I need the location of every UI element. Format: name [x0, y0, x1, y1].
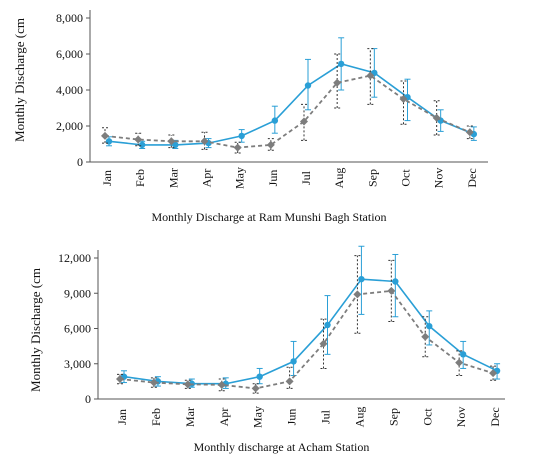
- chart-acham: 0 3,000 6,000 9,000 12,000 Monthly Discharge …: [28, 245, 505, 454]
- data-point: [101, 131, 109, 140]
- data-point: [353, 290, 362, 299]
- x-tick-label: Mar: [183, 407, 197, 427]
- data-point: [183, 380, 192, 389]
- data-point: [138, 141, 146, 149]
- data-point: [256, 373, 263, 380]
- x-tick-label: Jul: [319, 409, 333, 424]
- y-tick-label: 3,000: [64, 357, 91, 371]
- data-point: [134, 135, 143, 144]
- series-line: [119, 289, 494, 390]
- y-tick-label: 12,000: [58, 251, 91, 265]
- data-point: [465, 128, 474, 137]
- x-tick-label: Dec: [488, 407, 502, 426]
- data-point: [392, 278, 399, 285]
- x-tick-label: Jul: [299, 170, 313, 185]
- y-tick-label: 9,000: [64, 286, 91, 300]
- data-point: [271, 117, 279, 124]
- x-tick-label: Nov: [432, 168, 446, 189]
- data-point: [300, 117, 308, 126]
- y-tick-label: 8,000: [56, 11, 83, 25]
- data-point: [233, 143, 242, 152]
- chart-caption: Monthly Discharge at Ram Munshi Bagh Sta…: [151, 210, 386, 224]
- data-point: [366, 71, 375, 80]
- x-tick-label: Oct: [420, 408, 434, 426]
- data-point: [426, 322, 433, 330]
- data-point: [455, 358, 464, 367]
- y-tick-label: 0: [77, 155, 83, 169]
- x-tick-label: Sep: [365, 169, 379, 187]
- y-tick-label: 4,000: [56, 83, 83, 97]
- data-point: [421, 332, 430, 341]
- data-point: [319, 339, 328, 348]
- data-point: [116, 375, 124, 384]
- y-tick-label: 6,000: [56, 47, 83, 61]
- x-tick-label: Apr: [217, 408, 231, 427]
- data-point: [266, 140, 275, 149]
- data-point: [432, 113, 441, 122]
- data-point: [217, 380, 226, 389]
- x-tick-label: Jan: [115, 409, 129, 425]
- data-point: [489, 369, 498, 378]
- y-tick-label: 0: [85, 392, 91, 406]
- x-tick-label: Dec: [465, 168, 479, 187]
- data-point: [290, 358, 297, 365]
- x-tick-label: Jan: [100, 170, 114, 186]
- y-tick-label: 2,000: [56, 119, 83, 133]
- data-point: [172, 141, 179, 149]
- data-point: [238, 132, 245, 140]
- series-line: [108, 63, 475, 146]
- series-line: [123, 278, 498, 385]
- y-tick-label: 6,000: [64, 322, 91, 336]
- x-tick-label: Jun: [285, 409, 299, 426]
- data-point: [337, 60, 345, 68]
- data-point: [358, 275, 365, 283]
- data-point: [285, 377, 294, 386]
- data-point: [387, 286, 396, 295]
- x-tick-label: Aug: [332, 168, 346, 189]
- x-tick-label: Apr: [200, 169, 214, 188]
- x-tick-label: Sep: [386, 408, 400, 426]
- chart-ram-munshi-bagh: 0 2,000 4,000 6,000 8,000 Monthly Discharge (…: [12, 10, 488, 224]
- data-point: [333, 78, 342, 87]
- y-axis-label: Monthly Discharge (cm: [28, 268, 43, 392]
- x-tick-label: Aug: [352, 407, 366, 428]
- data-point: [149, 378, 158, 387]
- chart-caption: Monthly discharge at Acham Station: [194, 440, 370, 454]
- data-point: [459, 351, 467, 358]
- y-axis-label: Monthly Discharge (cm: [12, 18, 27, 142]
- series-line: [104, 74, 471, 149]
- x-tick-label: Jun: [266, 170, 280, 187]
- data-point: [324, 321, 331, 329]
- x-tick-label: Feb: [149, 408, 163, 426]
- x-tick-label: Mar: [166, 168, 180, 188]
- data-point: [167, 137, 176, 146]
- x-tick-label: May: [233, 167, 247, 189]
- x-tick-label: Feb: [133, 169, 147, 187]
- data-point: [399, 95, 408, 103]
- data-point: [304, 82, 312, 89]
- x-tick-label: Oct: [399, 169, 413, 187]
- x-tick-label: May: [251, 406, 265, 428]
- data-point: [251, 384, 260, 393]
- data-point: [200, 137, 209, 146]
- x-tick-label: Nov: [454, 407, 468, 428]
